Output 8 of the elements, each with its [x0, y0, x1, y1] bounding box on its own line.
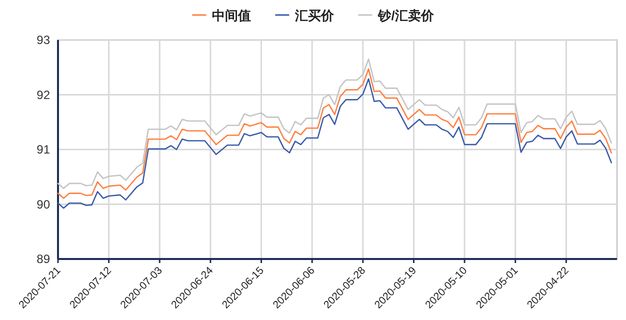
legend-label: 汇买价 [294, 8, 336, 23]
legend-label: 中间值 [212, 8, 252, 23]
y-tick-label: 92 [36, 88, 50, 102]
y-tick-label: 91 [36, 142, 50, 156]
legend-label: 钞/汇卖价 [377, 8, 435, 23]
y-tick-label: 93 [36, 33, 50, 47]
y-tick-label: 89 [36, 252, 50, 266]
y-tick-label: 90 [36, 197, 50, 212]
